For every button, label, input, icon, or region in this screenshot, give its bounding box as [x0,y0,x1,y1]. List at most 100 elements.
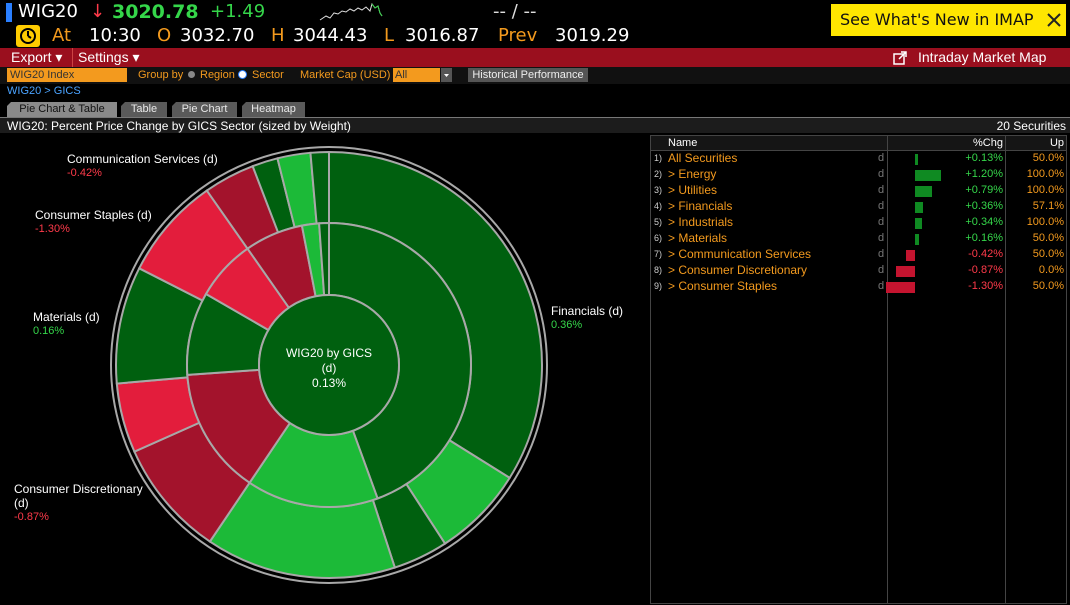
column-header[interactable]: Name [668,137,698,149]
low: 3016.87 [405,25,480,46]
change-bar [915,186,933,197]
sector-label: Financials (d) [551,304,624,318]
row-up: 57.1% [1032,200,1064,212]
settings-menu[interactable]: Settings ▾ [72,48,145,67]
row-number: 9) [654,281,663,291]
market-cap-select[interactable]: All [393,68,440,82]
center-sub: (d) [321,361,337,375]
row-number: 6) [654,233,663,243]
change-bar [886,282,915,293]
high-label: H [271,25,285,46]
sector-table: Name %Chg Up 1) All Securities d +0.13% 50.0… [650,135,1067,604]
arrow: ↓ [90,1,106,22]
row-number: 2) [654,169,663,179]
row-flag: d [878,264,885,276]
sector-value: -0.42% [67,167,102,179]
change-bar [915,154,918,165]
row-name[interactable]: > Energy [668,167,717,181]
row-flag: d [878,168,885,180]
row-name[interactable]: > Utilities [668,183,718,197]
net-change: +1.49 [210,1,266,22]
sector-value: -1.30% [35,223,70,235]
row-up: 0.0% [1038,264,1064,276]
open-label: O [157,25,172,46]
bid-ask: -- / -- [493,1,537,22]
row-name[interactable]: > Materials [668,231,728,245]
row-change: +0.16% [965,232,1003,244]
row-flag: d [878,248,885,260]
export-menu[interactable]: Export ▾ [11,49,63,65]
row-flag: d [878,200,885,212]
at-label: At [52,25,72,46]
sector-value: 0.16% [33,325,65,337]
whats-new-banner[interactable]: See What's New in IMAP [831,4,1066,36]
high: 3044.43 [293,25,368,46]
row-number: 5) [654,217,663,227]
sector-option[interactable]: Sector [252,69,284,81]
center-title: WIG20 by GICS [285,346,373,360]
close-icon[interactable] [1046,12,1062,28]
row-name[interactable]: > Consumer Staples [668,279,778,293]
prev-label: Prev [498,25,538,46]
time: 10:30 [89,25,141,46]
column-divider [1005,136,1006,603]
change-bar [895,266,915,277]
map-link[interactable]: Intraday Market Map [918,49,1047,65]
change-bar [915,234,919,245]
toolbar [0,48,1070,67]
sector-radio[interactable] [238,70,247,79]
open: 3032.70 [180,25,255,46]
row-flag: d [878,232,885,244]
tab-rule [0,117,1070,118]
tab[interactable]: Pie Chart & Table [7,102,117,117]
column-header[interactable]: Up [1049,137,1064,149]
panel-title: WIG20: Percent Price Change by GICS Sect… [7,119,351,133]
ticker: WIG20 [18,1,78,22]
change-bar [905,250,915,261]
row-up: 100.0% [1026,216,1064,228]
tab[interactable]: Heatmap [242,102,305,117]
region-option[interactable]: Region [200,69,235,81]
sector-value: 0.36% [551,319,583,331]
center-hub[interactable] [258,294,400,436]
breadcrumb[interactable]: WIG20 > GICS [7,85,81,97]
row-number: 8) [654,265,663,275]
row-name[interactable]: > Industrials [668,215,734,229]
tab[interactable]: Table [121,102,167,117]
prev: 3019.29 [555,25,630,46]
row-change: +0.34% [965,216,1003,228]
row-name[interactable]: > Consumer Discretionary [668,263,808,277]
historical-button[interactable]: Historical Performance [468,68,588,82]
security-count: 20 Securities [996,119,1066,133]
column-divider [887,136,888,603]
change-bar [915,218,923,229]
row-change: +0.79% [965,184,1003,196]
column-header[interactable]: %Chg [973,137,1003,149]
row-number: 1) [654,153,663,163]
clock-icon [16,25,40,47]
panel-header [0,118,1070,133]
sector-label: Consumer Staples (d) [35,208,152,222]
row-up: 100.0% [1026,168,1064,180]
banner-text[interactable]: See What's New in IMAP [840,10,1034,29]
tab[interactable]: Pie Chart [172,102,237,117]
change-bar [915,170,942,181]
row-change: -1.30% [968,280,1003,292]
row-change: +0.36% [965,200,1003,212]
donut-chart [110,146,548,584]
launch-icon[interactable] [893,51,907,65]
sector-label: Communication Services (d) [67,152,218,166]
row-up: 50.0% [1032,248,1064,260]
row-name[interactable]: > Financials [668,199,733,213]
row-name[interactable]: > Communication Services [668,247,812,261]
region-radio[interactable] [188,71,195,78]
row-flag: d [878,280,885,292]
dropdown-icon[interactable] [441,68,452,82]
row-number: 7) [654,249,663,259]
sector-label: Materials (d) [33,310,100,324]
index-input[interactable]: WIG20 Index [7,68,127,82]
row-change: +1.20% [965,168,1003,180]
row-name[interactable]: All Securities [668,151,738,165]
row-flag: d [878,184,885,196]
